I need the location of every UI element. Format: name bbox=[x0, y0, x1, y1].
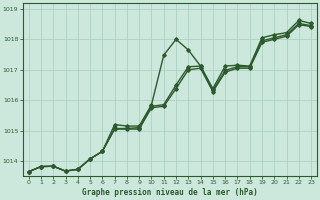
X-axis label: Graphe pression niveau de la mer (hPa): Graphe pression niveau de la mer (hPa) bbox=[82, 188, 258, 197]
